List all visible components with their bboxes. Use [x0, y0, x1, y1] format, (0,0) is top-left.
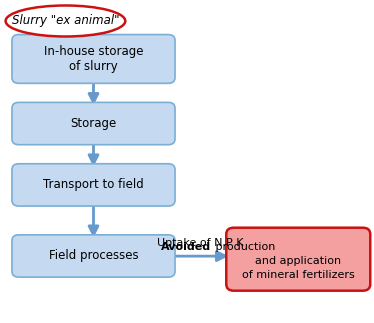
- Text: Slurry "ex animal": Slurry "ex animal": [12, 15, 119, 27]
- Text: Storage: Storage: [70, 117, 117, 130]
- FancyBboxPatch shape: [12, 102, 175, 145]
- Text: Field processes: Field processes: [49, 249, 138, 263]
- Text: In-house storage
of slurry: In-house storage of slurry: [44, 45, 143, 73]
- Text: Avoided: Avoided: [161, 242, 211, 252]
- FancyBboxPatch shape: [12, 35, 175, 83]
- Text: production: production: [212, 242, 275, 252]
- Text: Transport to field: Transport to field: [43, 178, 144, 192]
- FancyBboxPatch shape: [12, 164, 175, 206]
- FancyBboxPatch shape: [226, 228, 370, 291]
- Ellipse shape: [6, 5, 125, 36]
- Text: Uptake of N P K: Uptake of N P K: [157, 238, 244, 248]
- Text: and application: and application: [255, 256, 341, 266]
- Text: Avoided production: Avoided production: [244, 242, 352, 252]
- Text: of mineral fertilizers: of mineral fertilizers: [242, 270, 355, 280]
- FancyBboxPatch shape: [12, 235, 175, 277]
